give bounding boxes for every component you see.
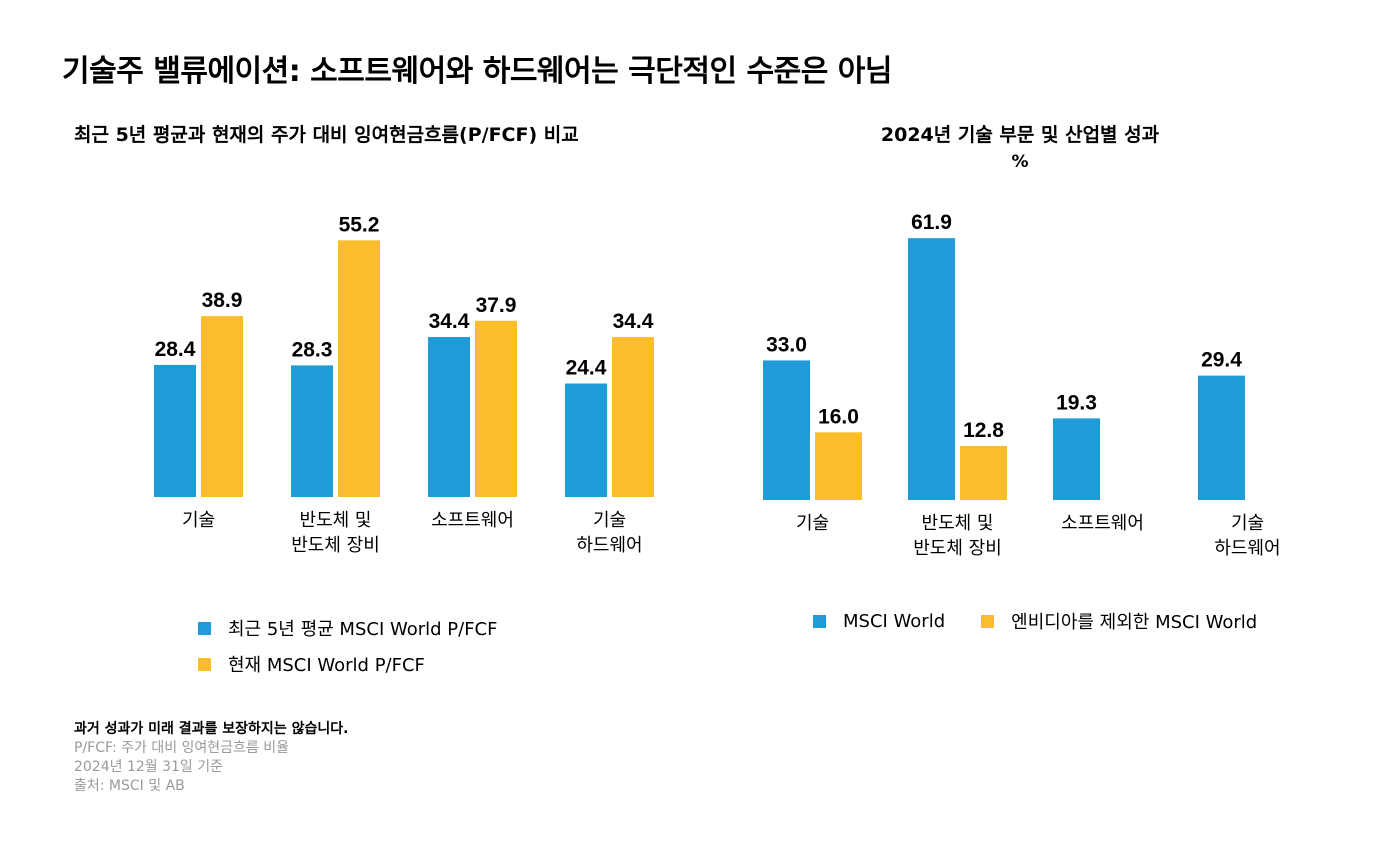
bar-value-label: 24.4 xyxy=(566,357,607,380)
bar xyxy=(201,316,243,497)
bar-value-label: 37.9 xyxy=(476,294,517,317)
bar-value-label: 34.4 xyxy=(613,310,654,333)
right-chart-title: 2024년 기술 부문 및 산업별 성과 xyxy=(880,124,1160,146)
legend-swatch-orange xyxy=(198,657,211,671)
date-note: 2024년 12월 31일 기준 xyxy=(74,759,224,775)
bar xyxy=(565,383,607,497)
legend-label: 최근 5년 평균 MSCI World P/FCF xyxy=(228,619,498,640)
bar xyxy=(475,320,517,497)
bar xyxy=(338,240,380,497)
category-label: 반도체 및 반도체 장비 xyxy=(291,510,380,556)
bar-value-label: 28.4 xyxy=(155,338,196,361)
left-chart-title: 최근 5년 평균과 현재의 주가 대비 잉여현금흐름(P/FCF) 비교 xyxy=(74,124,579,146)
bar xyxy=(763,360,810,500)
right-chart-legend: MSCI World 엔비디아를 제외한 MSCI World xyxy=(813,608,1293,634)
definition-note: P/FCF: 주가 대비 잉여현금흐름 비율 xyxy=(74,740,290,756)
bar-value-label: 19.3 xyxy=(1056,391,1097,414)
category-label: 기술 하드웨어 xyxy=(1214,513,1280,559)
category-label: 소프트웨어 xyxy=(1061,513,1144,534)
bar xyxy=(1053,418,1100,500)
bar xyxy=(291,365,333,497)
legend-label: 현재 MSCI World P/FCF xyxy=(228,655,425,676)
category-label: 기술 xyxy=(182,510,215,531)
legend-item-msci-world-ex-nvidia: 엔비디아를 제외한 MSCI World xyxy=(981,608,1257,634)
bar-value-label: 29.4 xyxy=(1201,349,1242,372)
footnotes: 과거 성과가 미래 결과를 보장하지는 않습니다. P/FCF: 주가 대비 잉… xyxy=(74,720,348,796)
category-label: 소프트웨어 xyxy=(431,510,514,531)
bar-value-label: 34.4 xyxy=(429,310,470,333)
bar xyxy=(154,364,196,497)
bar-value-label: 33.0 xyxy=(766,333,807,356)
legend-swatch-blue xyxy=(198,621,211,635)
legend-label: 엔비디아를 제외한 MSCI World xyxy=(1011,612,1258,633)
right-bar-chart: 33.0 16.0 기술 61.9 12.8 반도체 및 반도체 장비 19.3 소프트웨어 29… xyxy=(763,211,1281,559)
disclaimer-note: 과거 성과가 미래 결과를 보장하지는 않습니다. xyxy=(74,721,349,737)
bar-value-label: 12.8 xyxy=(963,419,1004,442)
bar-value-label: 38.9 xyxy=(202,289,243,312)
bar xyxy=(428,337,470,497)
bar-value-label: 55.2 xyxy=(339,213,380,236)
bar-value-label: 61.9 xyxy=(911,211,952,234)
source-note: 출처: MSCI 및 AB xyxy=(74,778,185,794)
bar xyxy=(1198,375,1245,500)
bar xyxy=(815,432,862,500)
legend-item-current: 현재 MSCI World P/FCF xyxy=(198,646,497,682)
legend-item-5yr-avg: 최근 5년 평균 MSCI World P/FCF xyxy=(198,610,497,646)
category-label: 기술 하드웨어 xyxy=(576,510,642,556)
left-bar-chart: 28.4 38.9 기술 28.3 55.2 반도체 및 반도체 장비 34.4 37.9 소프트… xyxy=(154,213,654,556)
legend-swatch-orange xyxy=(981,614,995,628)
page-title: 기술주 밸류에이션: 소프트웨어와 하드웨어는 극단적인 수준은 아님 xyxy=(62,54,892,89)
bar xyxy=(612,337,654,497)
right-chart-unit: % xyxy=(1011,152,1029,172)
legend-item-msci-world: MSCI World xyxy=(813,608,945,634)
category-label: 반도체 및 반도체 장비 xyxy=(913,513,1002,559)
left-chart-legend: 최근 5년 평균 MSCI World P/FCF 현재 MSCI World … xyxy=(198,610,497,682)
legend-label: MSCI World xyxy=(843,610,946,632)
legend-swatch-blue xyxy=(813,614,826,628)
category-label: 기술 xyxy=(796,513,829,534)
bar xyxy=(960,445,1007,500)
bar xyxy=(908,238,955,500)
bar-value-label: 16.0 xyxy=(818,405,859,428)
bar-value-label: 28.3 xyxy=(292,338,333,361)
